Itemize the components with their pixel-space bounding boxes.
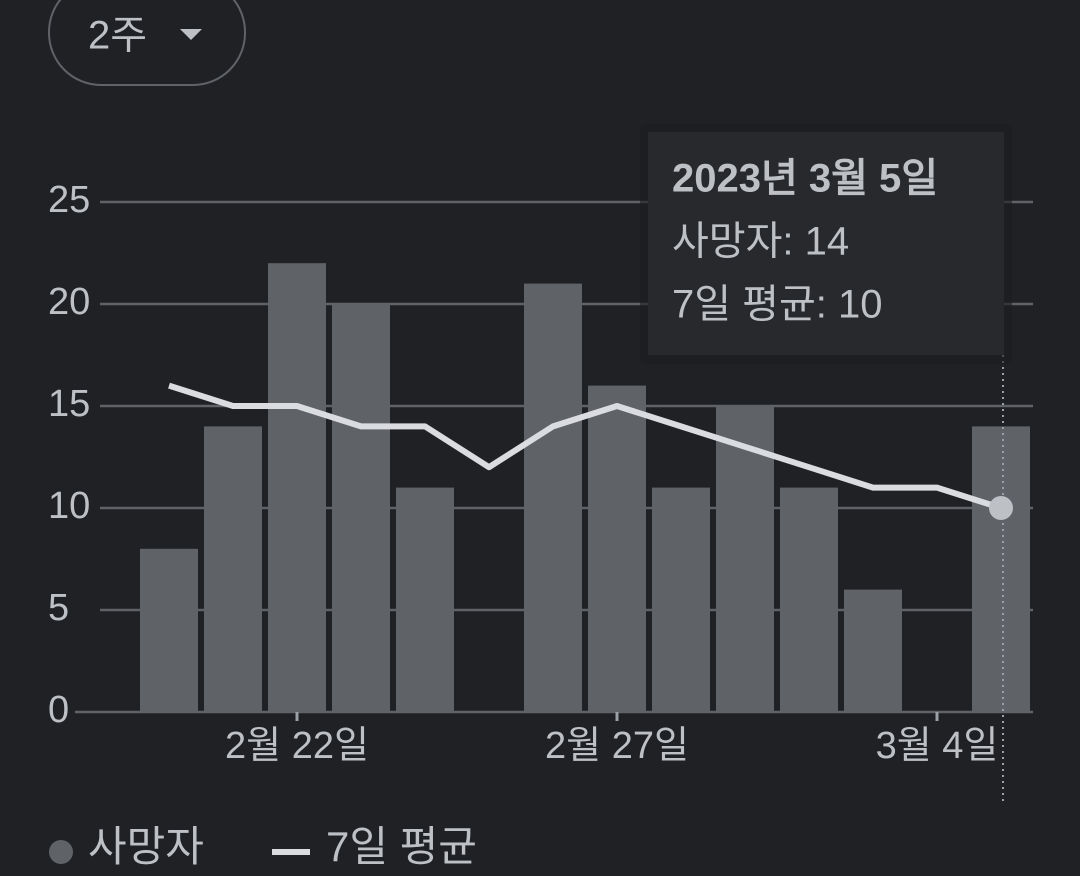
legend-label: 7일 평균 bbox=[326, 823, 477, 870]
bar bbox=[332, 304, 390, 712]
y-tick-label: 5 bbox=[48, 587, 69, 629]
y-tick-label: 25 bbox=[48, 179, 90, 221]
x-tick-label: 2월 27일 bbox=[545, 725, 689, 767]
y-tick-label: 15 bbox=[48, 383, 90, 425]
bar bbox=[204, 426, 262, 712]
range-label: 2주 bbox=[88, 14, 147, 58]
y-tick-label: 20 bbox=[48, 281, 90, 323]
bar bbox=[140, 548, 198, 712]
tooltip-title: 2023년 3월 5일 bbox=[672, 157, 938, 201]
bar bbox=[780, 487, 838, 712]
bar bbox=[972, 426, 1030, 712]
bar bbox=[716, 406, 774, 712]
bar bbox=[844, 589, 902, 712]
bar bbox=[396, 487, 454, 712]
legend-swatch bbox=[49, 840, 73, 864]
avg-line bbox=[168, 382, 1002, 511]
x-tick-label: 3월 4일 bbox=[876, 725, 999, 767]
tooltip bbox=[648, 132, 1004, 355]
tooltip-line: 7일 평균: 10 bbox=[672, 283, 882, 327]
x-tick-label: 2월 22일 bbox=[225, 725, 369, 767]
bar bbox=[652, 487, 710, 712]
dropdown-arrow bbox=[180, 29, 202, 40]
hover-point bbox=[989, 496, 1013, 520]
legend-label: 사망자 bbox=[88, 823, 204, 870]
y-tick-label: 10 bbox=[48, 485, 90, 527]
tooltip-line: 사망자: 14 bbox=[672, 220, 849, 264]
bar bbox=[588, 385, 646, 712]
range-dropdown[interactable] bbox=[48, 0, 246, 86]
bar bbox=[524, 283, 582, 712]
y-tick-label: 0 bbox=[48, 689, 69, 731]
bar bbox=[268, 263, 326, 712]
